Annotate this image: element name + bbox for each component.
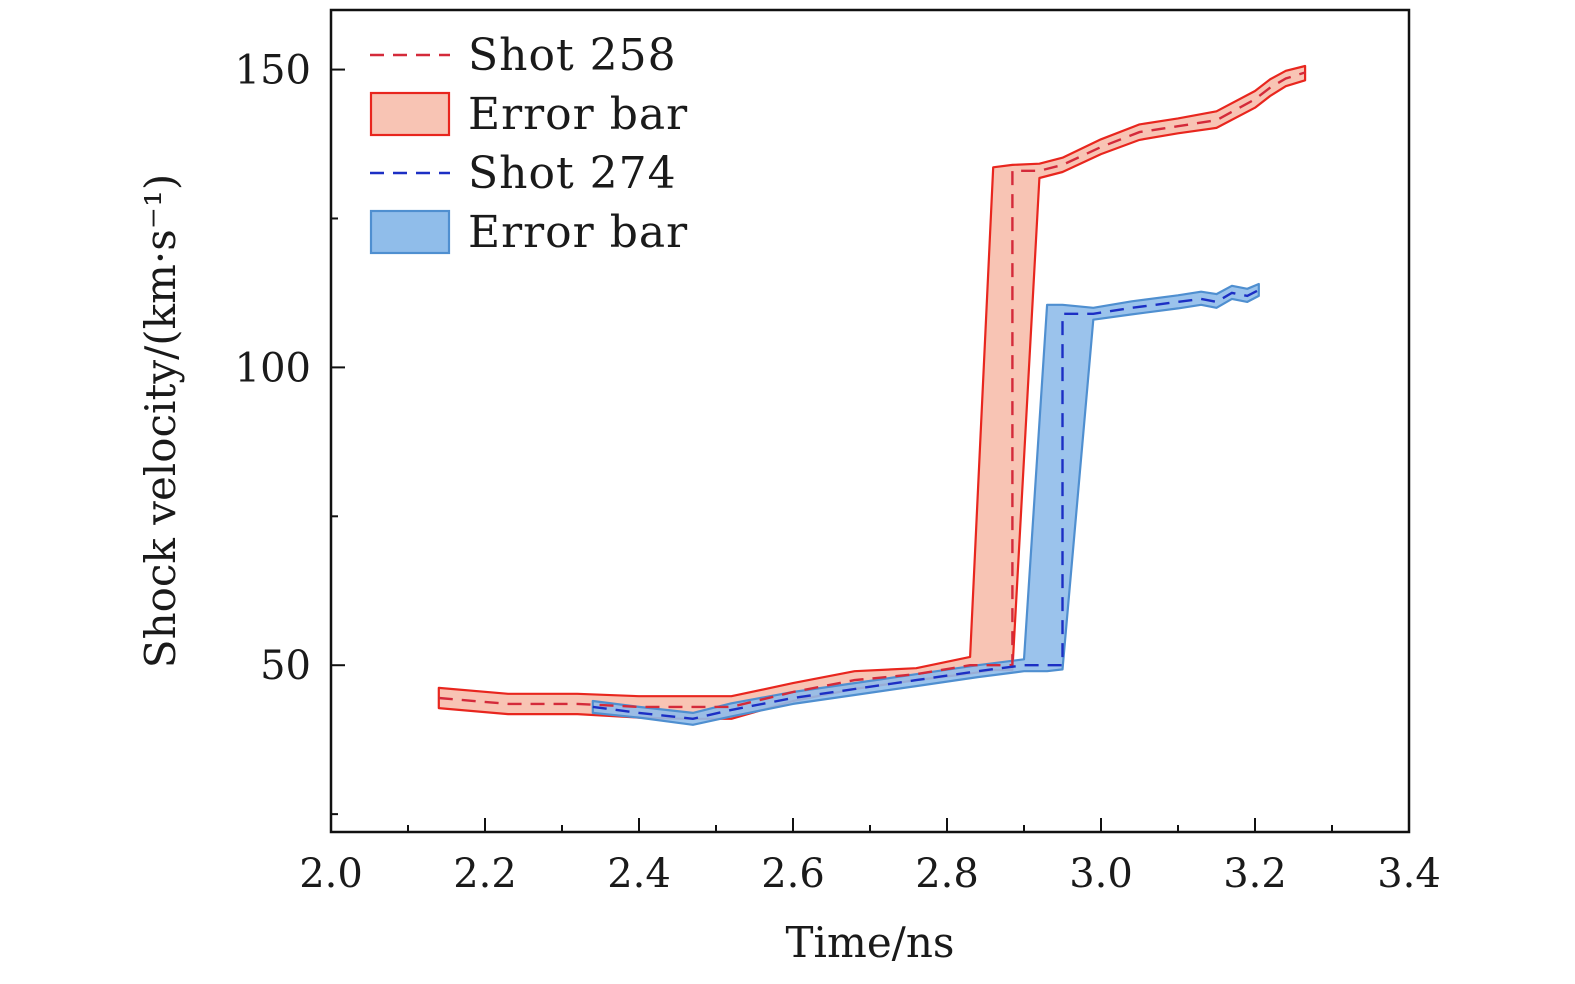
y-axis-label: Shock velocity/(km·s⁻¹): [136, 174, 185, 668]
x-tick-label: 2.4: [607, 851, 671, 897]
y-tick-label: 50: [260, 643, 311, 689]
series-line-2: [592, 288, 1260, 721]
legend-label: Shot 274: [468, 148, 677, 199]
legend-label: Error bar: [468, 89, 688, 140]
x-tick-label: 2.2: [453, 851, 517, 897]
x-tick-label: 3.4: [1377, 851, 1441, 897]
legend: Shot 258 Error bar Shot 274 Error bar: [369, 30, 688, 258]
axis-ticks: [330, 68, 1410, 832]
x-tick-label: 2.8: [915, 851, 979, 897]
error-bands: [437, 64, 1307, 726]
x-tick-label: 2.0: [299, 851, 363, 897]
legend-label: Error bar: [468, 207, 688, 258]
x-tick-label: 2.6: [761, 851, 825, 897]
series-line-1: [438, 71, 1306, 709]
error-band-series-2: [591, 282, 1260, 726]
legend-band-swatch: [369, 209, 451, 255]
y-tick-label: 100: [235, 345, 311, 391]
x-tick-label: 3.2: [1223, 851, 1287, 897]
tick-labels: 2.0 2.2 2.4 2.6 2.8 3.0 3.2 3.4 50 100 150: [235, 48, 1441, 897]
series-lines: [438, 71, 1306, 721]
y-tick-label: 150: [235, 48, 311, 94]
legend-band-swatch: [369, 91, 451, 137]
x-axis-label: Time/ns: [786, 918, 955, 967]
legend-label: Shot 258: [468, 30, 677, 81]
x-tick-label: 3.0: [1069, 851, 1133, 897]
